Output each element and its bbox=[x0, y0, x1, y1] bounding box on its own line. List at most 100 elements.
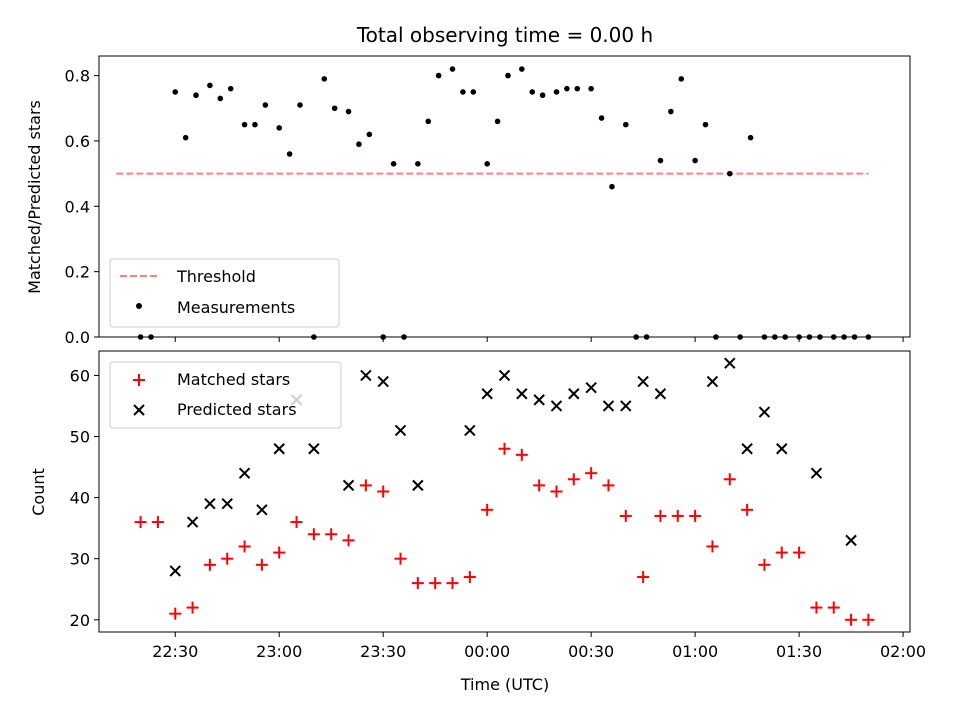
measurements-point bbox=[331, 105, 338, 112]
predicted-stars-point bbox=[273, 443, 285, 455]
matched-stars-point bbox=[463, 571, 476, 584]
x-tick-label: 23:00 bbox=[256, 642, 302, 661]
top-panel-ticks: 0.0 0.2 0.4 0.6 0.8 bbox=[65, 67, 904, 347]
top-panel-legend: Threshold Measurements bbox=[109, 258, 340, 328]
measurements-point bbox=[460, 89, 466, 95]
matched-stars-point bbox=[186, 601, 199, 614]
matched-stars-point bbox=[654, 509, 667, 522]
x-tick-label: 01:30 bbox=[776, 642, 822, 661]
y-tick-label: 40 bbox=[70, 489, 90, 508]
matched-stars-point bbox=[775, 546, 788, 559]
y-tick-label: 50 bbox=[70, 428, 90, 447]
top-panel-frame bbox=[98, 55, 911, 338]
bottom-panel: 22:30 23:00 23:30 00:00 00:30 01:00 01:30 02:00… bbox=[29, 350, 926, 694]
predicted-stars-point bbox=[186, 516, 199, 528]
predicted-stars-point bbox=[758, 406, 771, 418]
measurements-point bbox=[390, 161, 397, 167]
predicted-stars-point bbox=[169, 565, 181, 577]
predicted-stars-point bbox=[238, 467, 251, 479]
measurements-point bbox=[262, 102, 269, 108]
predicted-stars-point bbox=[637, 375, 649, 388]
matched-stars-point bbox=[273, 546, 286, 559]
predicted-stars-point bbox=[654, 388, 667, 400]
measurements-point bbox=[609, 183, 615, 190]
predicted-stars-point bbox=[412, 479, 424, 492]
matched-stars-point bbox=[290, 516, 303, 529]
predicted-stars-point bbox=[516, 388, 528, 400]
legend-matched-label: Matched stars bbox=[177, 370, 290, 389]
matched-stars-point bbox=[255, 558, 268, 571]
matched-stars-point bbox=[602, 479, 615, 492]
bottom-panel-legend-box bbox=[109, 361, 342, 429]
measurements-point bbox=[470, 89, 477, 95]
matched-stars-point bbox=[862, 613, 875, 626]
predicted-stars-point bbox=[308, 443, 320, 455]
measurements-point bbox=[207, 82, 213, 89]
matched-stars-point bbox=[446, 577, 459, 590]
predicted-stars-point bbox=[845, 534, 857, 547]
measurements-point bbox=[227, 85, 234, 92]
measurements-point bbox=[588, 85, 594, 92]
measurements-point bbox=[726, 170, 733, 177]
predicted-stars-point bbox=[342, 479, 355, 492]
measurements-point bbox=[193, 92, 199, 99]
legend-predicted-label: Predicted stars bbox=[177, 400, 297, 419]
y-tick-label: 30 bbox=[70, 550, 90, 569]
measurements-point bbox=[564, 85, 570, 92]
bottom-panel-ylabel: Count bbox=[29, 468, 48, 516]
y-tick-label: 0.4 bbox=[65, 197, 90, 216]
matched-stars-point bbox=[706, 540, 719, 553]
predicted-stars-point bbox=[568, 388, 580, 400]
matched-stars-point bbox=[325, 528, 338, 541]
matched-stars-point bbox=[151, 516, 164, 529]
predicted-stars-point bbox=[810, 467, 823, 479]
x-tick-label: 00:30 bbox=[568, 642, 614, 661]
measurements-point bbox=[702, 121, 709, 128]
predicted-stars-point bbox=[620, 400, 632, 412]
matched-stars-point bbox=[498, 442, 511, 455]
measurements-point bbox=[415, 161, 421, 167]
measurements-point bbox=[668, 108, 674, 115]
top-panel: 0.00.20.40.60.8 Matched/Predicted stars … bbox=[25, 55, 911, 347]
measurements-point bbox=[356, 141, 362, 148]
matched-stars-point bbox=[827, 601, 840, 614]
measurements-point bbox=[217, 95, 224, 102]
legend-measurements-label: Measurements bbox=[177, 298, 295, 317]
matched-stars-point bbox=[741, 503, 754, 516]
measurements-point bbox=[494, 118, 501, 125]
matched-stars-point bbox=[723, 473, 736, 486]
measurements-point bbox=[598, 115, 605, 121]
x-tick-label: 22:30 bbox=[152, 642, 198, 661]
measurements-point bbox=[241, 121, 248, 128]
matched-stars-point bbox=[203, 558, 216, 571]
y-tick-label: 0.6 bbox=[65, 132, 90, 151]
chart-title: Total observing time = 0.00 h bbox=[356, 23, 653, 47]
matched-stars-point bbox=[307, 528, 320, 541]
legend-measurements-swatch bbox=[136, 303, 142, 309]
measurements-point bbox=[182, 134, 189, 141]
y-tick-label: 0.8 bbox=[65, 67, 90, 86]
measurements-point bbox=[519, 66, 525, 72]
predicted-stars-point bbox=[776, 443, 788, 455]
predicted-stars-point bbox=[533, 394, 545, 406]
measurements-point bbox=[286, 151, 293, 157]
predicted-stars-point bbox=[706, 375, 719, 388]
measurements-point bbox=[539, 92, 546, 99]
measurements-point bbox=[366, 131, 373, 138]
top-panel-marks bbox=[116, 66, 872, 340]
matched-stars-point bbox=[238, 540, 251, 553]
predicted-stars-point bbox=[204, 498, 216, 510]
measurements-point bbox=[529, 89, 536, 95]
measurements-point bbox=[657, 157, 664, 164]
predicted-stars-point bbox=[550, 400, 563, 412]
x-tick-label: 02:00 bbox=[880, 642, 926, 661]
measurements-point bbox=[449, 66, 456, 72]
measurements-point bbox=[252, 121, 258, 128]
bottom-panel-frame bbox=[98, 350, 911, 633]
predicted-stars-point bbox=[481, 388, 493, 400]
top-panel-ylabel: Matched/Predicted stars bbox=[25, 100, 44, 294]
y-tick-label: 0.0 bbox=[65, 328, 90, 347]
predicted-stars-point bbox=[221, 498, 233, 510]
predicted-stars-point bbox=[394, 424, 407, 437]
